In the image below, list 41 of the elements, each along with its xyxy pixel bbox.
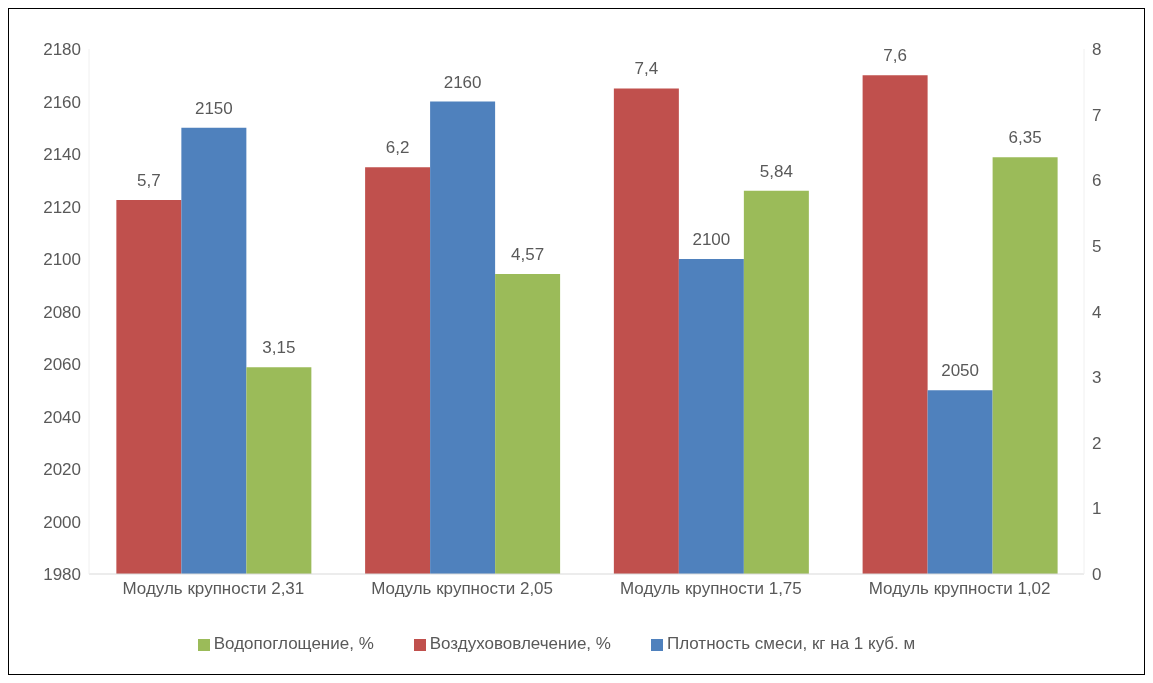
y2-tick-label: 7 xyxy=(1092,105,1102,125)
data-label: 3,15 xyxy=(262,338,296,358)
y-tick-label: 2180 xyxy=(43,40,81,60)
y2-tick-label: 5 xyxy=(1092,236,1102,256)
bar xyxy=(862,75,928,574)
y-tick-label: 2160 xyxy=(43,92,81,112)
y2-tick-label: 8 xyxy=(1092,40,1102,60)
y-tick-label: 2040 xyxy=(43,407,81,427)
x-tick-label: Модуль крупности 1,75 xyxy=(619,579,802,599)
y2-tick-label: 6 xyxy=(1092,171,1102,191)
y-tick-label: 2120 xyxy=(43,197,81,217)
y-tick-label: 2140 xyxy=(43,145,81,165)
data-label: 2100 xyxy=(692,230,731,249)
y2-tick-label: 1 xyxy=(1092,499,1102,519)
bar xyxy=(992,157,1058,574)
y2-tick-label: 0 xyxy=(1092,565,1102,585)
legend-label: Водопоглощение, % xyxy=(213,634,374,653)
data-label: 2150 xyxy=(194,98,233,118)
data-label: 7,6 xyxy=(883,46,907,66)
y-tick-label: 2060 xyxy=(43,355,81,375)
x-tick-label: Модуль крупности 2,05 xyxy=(371,579,554,599)
y-tick-label: 2080 xyxy=(43,302,81,322)
y-tick-label: 1980 xyxy=(43,565,81,585)
data-label: 5,7 xyxy=(137,170,161,190)
data-label: 4,57 xyxy=(511,245,545,265)
y-tick-label: 2100 xyxy=(43,250,81,270)
y2-tick-label: 4 xyxy=(1092,302,1102,322)
y-tick-label: 2020 xyxy=(43,460,81,480)
y-tick-label: 2000 xyxy=(43,512,81,532)
x-tick-label: Модуль крупности 1,02 xyxy=(868,579,1051,599)
data-label: 2160 xyxy=(443,72,482,92)
y2-tick-label: 3 xyxy=(1092,368,1102,388)
data-label: 7,4 xyxy=(634,59,659,79)
data-label: 6,35 xyxy=(1008,128,1042,148)
x-tick-label: Модуль крупности 2,31 xyxy=(122,579,305,599)
legend-label: Воздухововлечение, % xyxy=(429,634,611,653)
y2-tick-label: 2 xyxy=(1092,433,1102,453)
legend-label: Плотность смеси, кг на 1 куб. м xyxy=(666,634,916,653)
data-label: 6,2 xyxy=(385,138,410,158)
data-label: 5,84 xyxy=(759,161,793,181)
data-label: 2050 xyxy=(941,361,980,381)
